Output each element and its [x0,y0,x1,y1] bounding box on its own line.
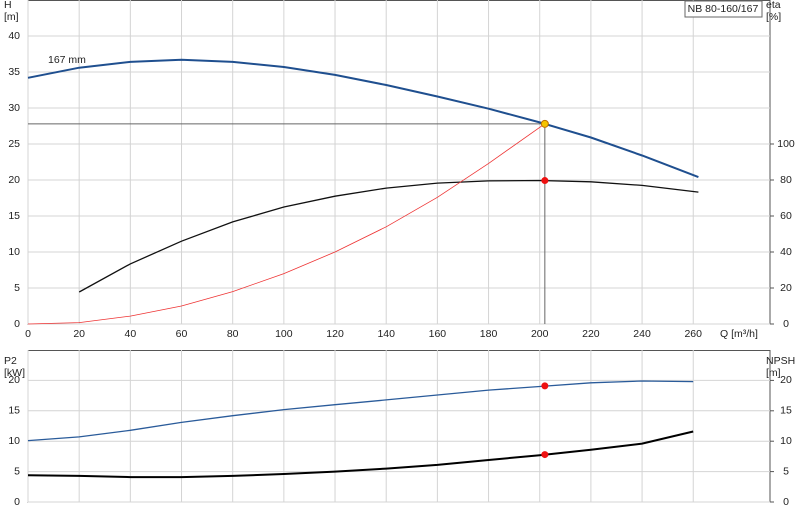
curve [27,58,699,179]
y-tick-label: 20 [8,374,20,386]
y-tick-label: 40 [8,30,20,42]
curve [27,380,694,442]
y2-tick-label: 100 [777,138,795,150]
y-tick-label: 20 [8,174,20,186]
operating-point [541,177,549,185]
x-tick-label: 60 [176,328,188,340]
curve [27,123,546,325]
y2-axis-label: [m] [766,367,781,379]
annotation: 167 mm [48,54,86,66]
y2-axis-label: eta [766,0,781,11]
curve [78,179,699,293]
y-axis-label: H [4,0,12,11]
x-tick-label: 100 [275,328,293,340]
y2-tick-label: 40 [780,246,792,258]
y2-axis-label: NPSH [766,355,795,367]
y-tick-label: 15 [8,210,20,222]
y-tick-label: 10 [8,435,20,447]
y2-tick-label: 60 [780,210,792,222]
x-tick-label: 120 [326,328,344,340]
y2-tick-label: 20 [780,374,792,386]
y-axis-label: P2 [4,355,17,367]
x-tick-label: 0 [25,328,31,340]
x-tick-label: 80 [227,328,239,340]
y2-tick-label: 20 [780,282,792,294]
y-tick-label: 25 [8,138,20,150]
y2-tick-label: 0 [783,318,789,330]
x-tick-label: 180 [480,328,498,340]
y-axis-label: [kW] [4,367,25,379]
y2-tick-label: 10 [780,435,792,447]
x-axis-label: Q [m³/h] [720,328,758,340]
curve [27,430,694,479]
x-tick-label: 260 [684,328,702,340]
x-tick-label: 140 [377,328,395,340]
x-tick-label: 220 [582,328,600,340]
x-tick-label: 240 [633,328,651,340]
y-tick-label: 30 [8,102,20,114]
x-tick-label: 40 [125,328,137,340]
y2-tick-label: 5 [783,465,789,477]
operating-point [541,382,549,390]
y-tick-label: 35 [8,66,20,78]
y-tick-label: 15 [8,405,20,417]
y-tick-label: 5 [14,282,20,294]
y-axis-label: [m] [4,11,19,23]
y-tick-label: 0 [14,496,20,508]
title-box [684,0,763,18]
x-tick-label: 200 [531,328,549,340]
y2-tick-label: 0 [783,496,789,508]
chart-title: NB 80-160/167 [688,3,759,15]
plot-frame [27,350,771,503]
y2-tick-label: 80 [780,174,792,186]
operating-point [541,451,549,459]
y-tick-label: 5 [14,465,20,477]
y-tick-label: 10 [8,246,20,258]
y2-tick-label: 15 [780,405,792,417]
x-tick-label: 160 [429,328,447,340]
y-tick-label: 0 [14,318,20,330]
operating-point [540,119,549,128]
x-tick-label: 20 [73,328,85,340]
y2-axis-label: [%] [766,11,781,23]
